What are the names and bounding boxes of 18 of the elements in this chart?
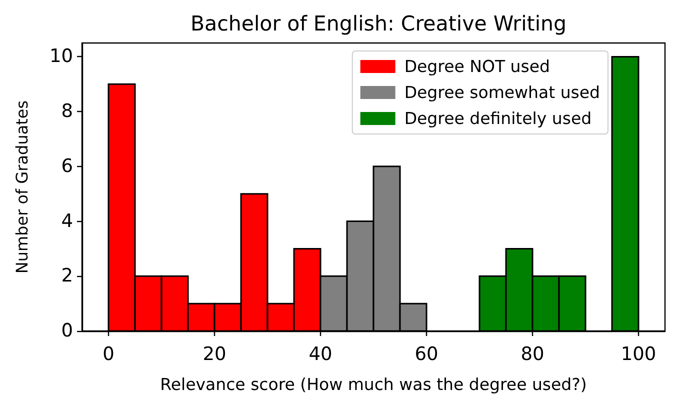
y-tick-label: 2: [61, 266, 73, 287]
legend-label: Degree somewhat used: [404, 83, 600, 102]
x-tick-label: 100: [620, 344, 656, 365]
legend-label: Degree NOT used: [404, 57, 550, 76]
x-tick-label: 0: [102, 344, 114, 365]
y-axis-title: Number of Graduates: [12, 100, 32, 274]
y-tick-label: 0: [61, 320, 73, 342]
x-tick-label: 60: [414, 344, 438, 365]
x-tick-label: 20: [202, 344, 226, 365]
y-tick-label: 6: [61, 156, 73, 177]
y-tick-label: 8: [61, 101, 73, 122]
y-tick-label: 10: [49, 46, 73, 68]
x-tick-label: 80: [520, 344, 544, 365]
x-axis-title: Relevance score (How much was the degree used?): [160, 375, 587, 394]
chart-title: Bachelor of English: Creative Writing: [190, 12, 567, 36]
legend-label: Degree definitely used: [404, 109, 592, 128]
y-tick-label: 4: [61, 210, 73, 232]
x-tick-label: 40: [308, 344, 332, 365]
